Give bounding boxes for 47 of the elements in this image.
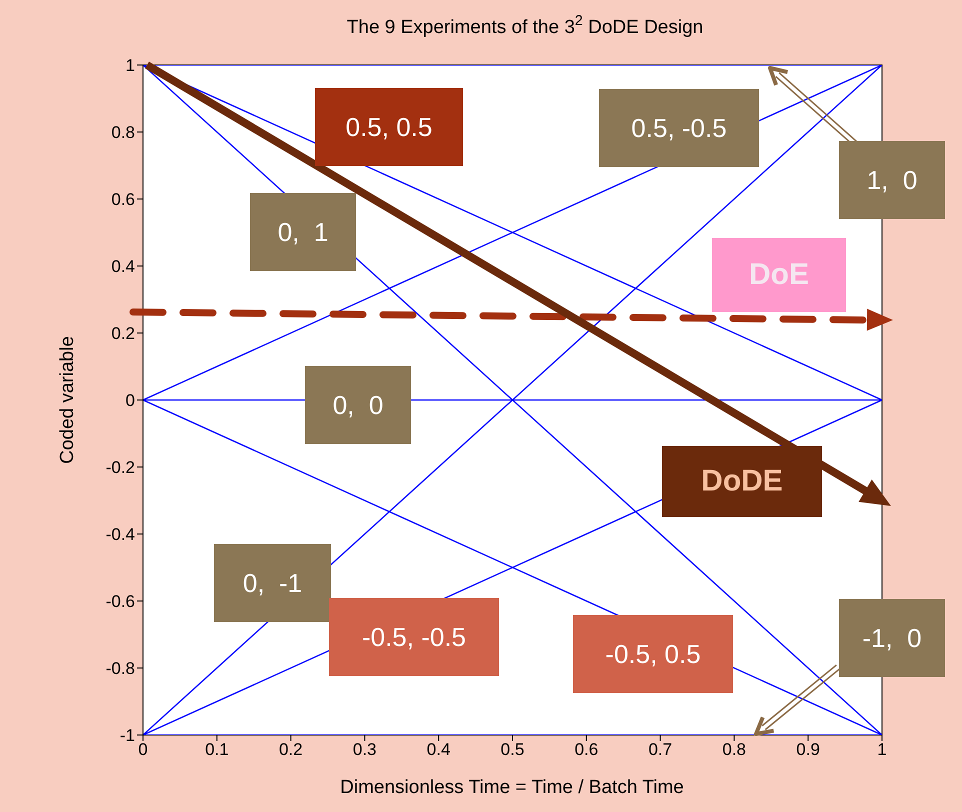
y-tick-label: -0.6: [106, 592, 135, 612]
annotation: 0, -1: [242, 568, 302, 598]
y-tick-label: -0.2: [106, 458, 135, 478]
label-box: -0.5, -0.5: [329, 598, 499, 676]
y-tick-label: -0.8: [106, 659, 135, 678]
label-box: 0, -1: [214, 544, 331, 622]
x-tick-label: 0.7: [648, 740, 672, 760]
y-tick-label: -0.4: [106, 525, 135, 544]
y-tick-label: -1: [120, 726, 135, 746]
x-tick-label: 0.2: [278, 740, 303, 760]
annotation: 0.5, 0.5: [346, 112, 432, 142]
chart-title: The 9 Experiments of the 3$^{2}$ DoDE Design: [346, 13, 704, 38]
label-box: 0, 0: [305, 366, 411, 444]
label-box: DoE: [712, 238, 846, 312]
label-box: -1, 0: [839, 599, 945, 677]
x-tick-label: 1: [877, 740, 887, 760]
annotation: 0.5, -0.5: [631, 113, 727, 143]
label-box: 0.5, 0.5: [315, 88, 463, 166]
annotation: DoDE: [701, 464, 783, 498]
y-tick-label: 0.6: [111, 190, 135, 210]
x-tick-label: 0.8: [722, 740, 746, 760]
y-tick-label: 0.2: [111, 324, 135, 344]
x-tick-label: 0.3: [352, 740, 377, 760]
label-box: 0, 1: [250, 193, 356, 271]
annotation: -1, 0: [862, 623, 922, 653]
x-axis-title: Dimensionless Time = Time / Batch Time: [340, 777, 684, 798]
y-tick-label: 0.4: [111, 257, 135, 276]
x-tick-label: 0: [138, 740, 148, 760]
label-box: 0.5, -0.5: [599, 89, 759, 167]
label-box: DoDE: [662, 446, 822, 517]
y-tick-label: 1: [126, 56, 135, 76]
annotation: 0, 1: [278, 217, 328, 247]
label-box: 1, 0: [839, 141, 945, 219]
x-tick-label: 0.6: [574, 740, 598, 760]
annotation: DoE: [749, 258, 809, 291]
x-tick-label: 0.1: [205, 740, 229, 760]
annotation: -0.5, -0.5: [362, 622, 466, 652]
y-tick-label: 0.8: [111, 123, 135, 142]
y-axis-title: Coded variable: [57, 336, 78, 464]
x-tick-label: 0.4: [426, 740, 450, 760]
annotation: 0, 0: [332, 390, 384, 420]
annotation: -0.5, 0.5: [605, 639, 701, 669]
x-tick-label: 0.9: [796, 740, 820, 760]
label-box: -0.5, 0.5: [573, 615, 733, 693]
annotation: 1, 0: [866, 165, 918, 195]
x-tick-label: 0.5: [500, 740, 524, 760]
y-tick-label: 0: [126, 391, 135, 410]
